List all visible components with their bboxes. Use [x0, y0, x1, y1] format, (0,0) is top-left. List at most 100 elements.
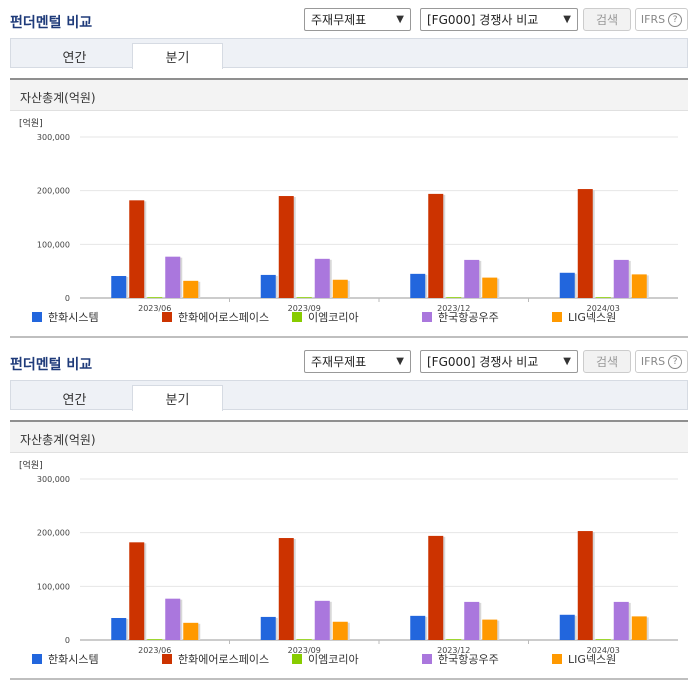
- tab-quarterly[interactable]: 분기: [132, 43, 223, 69]
- comparison-group-select[interactable]: [FG000] 경쟁사 비교 ▼: [420, 350, 578, 373]
- tab-quarterly[interactable]: 분기: [132, 385, 223, 411]
- bar: [613, 601, 629, 640]
- legend-label: LIG넥스원: [568, 311, 616, 324]
- bar: [446, 639, 462, 640]
- legend-label: 한화에어로스페이스: [178, 311, 269, 324]
- ifrs-label: IFRS: [640, 355, 666, 368]
- bar: [428, 535, 444, 640]
- y-tick-label: 100,000: [37, 582, 70, 591]
- comparison-group-value: [FG000] 경쟁사 비교: [427, 13, 539, 27]
- y-tick-label: 100,000: [37, 240, 70, 249]
- legend-label: 이엠코리아: [308, 311, 359, 324]
- y-unit-label: [억원]: [19, 117, 43, 129]
- x-tick-label: 2023/12: [437, 304, 470, 313]
- bar: [428, 193, 444, 298]
- bar: [595, 639, 611, 640]
- fundamental-panel: 펀더멘털 비교 주재무제표 ▼ [FG000] 경쟁사 비교 ▼ 검색 IFRS…: [0, 342, 696, 684]
- statement-type-select[interactable]: 주재무제표 ▼: [304, 350, 411, 373]
- chevron-down-icon: ▼: [396, 356, 404, 367]
- legend-swatch: [162, 312, 172, 322]
- x-tick-label: 2023/06: [138, 304, 171, 313]
- search-button[interactable]: 검색: [583, 8, 631, 31]
- x-tick-label: 2024/03: [587, 646, 620, 655]
- legend-label: 한국항공우주: [438, 311, 499, 324]
- statement-type-value: 주재무제표: [311, 13, 367, 27]
- bar: [410, 273, 426, 298]
- statement-type-value: 주재무제표: [311, 355, 367, 369]
- comparison-group-select[interactable]: [FG000] 경쟁사 비교 ▼: [420, 8, 578, 31]
- bar: [278, 196, 294, 298]
- help-icon: ?: [668, 12, 683, 27]
- x-tick-label: 2024/03: [587, 304, 620, 313]
- bar: [482, 277, 498, 298]
- bar: [183, 622, 199, 640]
- bar: [129, 200, 145, 298]
- y-tick-label: 200,000: [37, 187, 70, 196]
- legend-label: 한화에어로스페이스: [178, 653, 269, 666]
- y-tick-label: 0: [65, 636, 70, 645]
- legend-swatch: [552, 654, 562, 664]
- bar: [111, 275, 127, 298]
- legend-swatch: [32, 654, 42, 664]
- bar: [332, 621, 348, 640]
- legend-swatch: [422, 654, 432, 664]
- y-tick-label: 300,000: [37, 133, 70, 142]
- panel-title: 펀더멘털 비교: [10, 15, 93, 31]
- bar: [278, 538, 294, 640]
- bar: [559, 272, 575, 298]
- chart-container: 자산총계(억원) [억원] 0 100,000 200,000 300,000 2023/…: [10, 420, 688, 680]
- bar: [147, 639, 163, 640]
- bar: [482, 619, 498, 640]
- period-tabs: 연간 분기: [10, 380, 688, 411]
- chart-title: 자산총계(억원): [10, 422, 688, 453]
- ifrs-help-button[interactable]: IFRS ?: [635, 8, 688, 31]
- bar: [464, 259, 480, 298]
- bar-chart: [억원] 0 100,000 200,000 300,000 2023/06 2023/09…: [19, 117, 678, 324]
- x-tick-label: 2023/09: [288, 304, 321, 313]
- help-icon: ?: [668, 354, 683, 369]
- bar-chart: [억원] 0 100,000 200,000 300,000 2023/06 2023/09…: [19, 459, 678, 666]
- x-tick-label: 2023/06: [138, 646, 171, 655]
- comparison-group-value: [FG000] 경쟁사 비교: [427, 355, 539, 369]
- tab-annual[interactable]: 연간: [62, 50, 87, 66]
- bar: [183, 280, 199, 298]
- legend-label: 한화시스템: [48, 653, 99, 666]
- y-tick-label: 200,000: [37, 529, 70, 538]
- legend-swatch: [552, 312, 562, 322]
- bar: [296, 639, 312, 640]
- bar: [296, 297, 312, 298]
- y-unit-label: [억원]: [19, 459, 43, 471]
- bar: [595, 297, 611, 298]
- legend-label: 이엠코리아: [308, 653, 359, 666]
- bar: [111, 617, 127, 640]
- bar: [577, 189, 593, 298]
- x-tick-label: 2023/12: [437, 646, 470, 655]
- bar: [147, 297, 163, 298]
- legend-label: 한국항공우주: [438, 653, 499, 666]
- panel-title: 펀더멘털 비교: [10, 357, 93, 373]
- divider: [10, 678, 688, 680]
- divider: [10, 336, 688, 338]
- bar: [165, 256, 181, 298]
- bar: [260, 274, 276, 298]
- bar: [631, 616, 647, 640]
- statement-type-select[interactable]: 주재무제표 ▼: [304, 8, 411, 31]
- bar: [577, 531, 593, 640]
- tab-annual[interactable]: 연간: [62, 392, 87, 408]
- bar: [165, 598, 181, 640]
- ifrs-help-button[interactable]: IFRS ?: [635, 350, 688, 373]
- x-tick-label: 2023/09: [288, 646, 321, 655]
- legend-swatch: [292, 654, 302, 664]
- fundamental-panel: 펀더멘털 비교 주재무제표 ▼ [FG000] 경쟁사 비교 ▼ 검색 IFRS…: [10, 8, 688, 338]
- chart-title: 자산총계(억원): [10, 80, 688, 111]
- y-tick-label: 0: [65, 294, 70, 303]
- bar: [446, 297, 462, 298]
- bar: [314, 258, 330, 298]
- bar: [464, 601, 480, 640]
- bar: [613, 259, 629, 298]
- chart-container: 자산총계(억원) [억원] 0 100,000 200,000 300,000 2023/…: [10, 78, 688, 338]
- y-tick-label: 300,000: [37, 475, 70, 484]
- chevron-down-icon: ▼: [563, 356, 571, 367]
- period-tabs: 연간 분기: [10, 38, 688, 69]
- search-button[interactable]: 검색: [583, 350, 631, 373]
